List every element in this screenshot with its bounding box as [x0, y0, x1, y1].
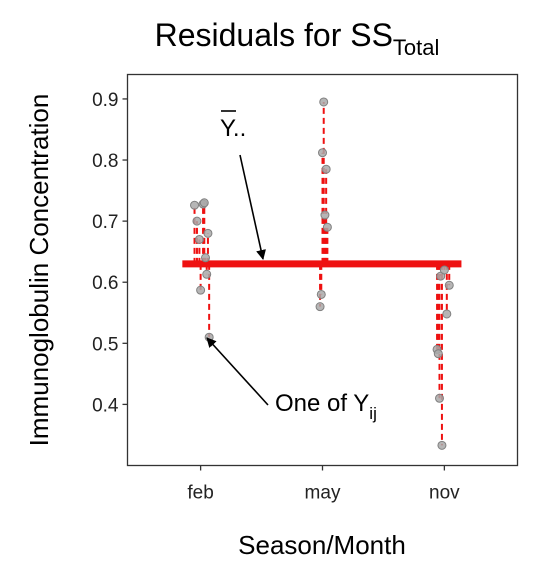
- observation-annotation-arrow: [206, 337, 269, 406]
- x-tick-label: may: [305, 483, 341, 504]
- data-point: [202, 269, 212, 279]
- x-axis: feb may nov: [187, 465, 460, 504]
- observation-annotation-label: One of Yij: [275, 390, 377, 423]
- mean-annotation-arrow: [239, 154, 266, 260]
- data-point: [190, 200, 200, 210]
- data-point: [322, 222, 332, 232]
- mean-annotation-label: Y..: [220, 115, 246, 142]
- data-point: [319, 97, 329, 107]
- data-point: [199, 198, 209, 208]
- data-point: [437, 440, 447, 450]
- x-tick-label: nov: [429, 483, 460, 504]
- data-point: [194, 234, 204, 244]
- observation-annotation: One of Yij: [206, 337, 377, 423]
- data-point: [318, 148, 327, 158]
- data-point: [315, 302, 325, 312]
- chart-title: Residuals for SSTotal: [155, 17, 440, 60]
- y-tick-label: 0.7: [92, 212, 118, 233]
- y-tick-label: 0.9: [92, 90, 118, 111]
- data-point: [201, 253, 210, 263]
- data-point: [321, 164, 331, 174]
- y-tick-label: 0.6: [92, 273, 118, 294]
- data-point: [435, 393, 444, 403]
- y-tick-label: 0.5: [92, 334, 118, 355]
- data-point: [316, 289, 326, 299]
- y-tick-label: 0.4: [92, 395, 119, 416]
- y-axis-title: Immunoglobulin Concentration: [24, 94, 54, 447]
- data-point: [320, 210, 330, 220]
- data-point: [203, 228, 213, 238]
- data-point: [442, 309, 452, 319]
- data-point: [439, 265, 449, 275]
- y-axis: 0.4 0.5 0.6 0.7 0.8 0.9: [92, 90, 128, 416]
- data-point: [444, 280, 454, 290]
- data-point: [192, 216, 202, 226]
- data-point: [196, 285, 206, 295]
- x-axis-title: Season/Month: [238, 530, 406, 560]
- x-tick-label: feb: [187, 483, 213, 504]
- plot-panel: [126, 73, 519, 467]
- y-tick-label: 0.8: [92, 151, 118, 172]
- data-point: [433, 349, 443, 359]
- data-points: [190, 97, 454, 450]
- mean-annotation: Y..: [220, 110, 266, 260]
